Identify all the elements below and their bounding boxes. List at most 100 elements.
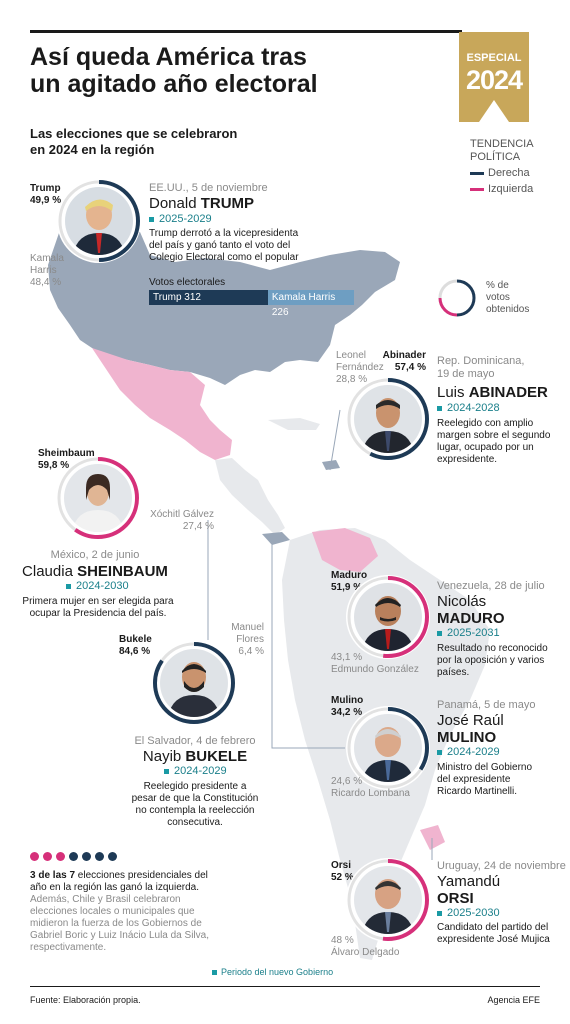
dominicana-period-text: 2024-2028: [447, 402, 500, 414]
usa-country-date: EE.UU., 5 de noviembre: [149, 182, 268, 194]
uruguay-map-shape: [420, 825, 445, 850]
salvador-rival-line-1: Manuel: [231, 622, 264, 633]
salvador-rival-label: Manuel Flores 6,4 %: [228, 622, 264, 658]
salvador-period-text: 2024-2029: [174, 765, 227, 777]
uruguay-first-name: Yamandú: [437, 873, 501, 890]
venezuela-rival-pct: 43,1 %: [331, 652, 363, 663]
panama-rival-label: 24,6 % Ricardo Lombana: [331, 776, 410, 800]
salvador-rival-line-2: Flores: [236, 634, 264, 645]
dominicana-rival-line-1: Leonel: [336, 350, 367, 361]
period-marker: [437, 911, 442, 916]
venezuela-period-text: 2025-2031: [447, 627, 500, 639]
venezuela-portrait-ring: [346, 575, 430, 659]
dominicana-rival-line-2: Fernández: [336, 362, 384, 373]
panama-desc-2: del expresidente: [437, 774, 511, 785]
uruguay-vote-ring: [347, 859, 429, 941]
dominicana-description: Reelegido con amplio margen sobre el seg…: [437, 418, 550, 466]
salvador-rival-pct: 6,4 %: [238, 646, 264, 657]
mexico-portrait-ring: [56, 456, 140, 540]
uruguay-desc-2: expresidente José Mujica: [437, 934, 550, 945]
dominicana-desc-2: margen sobre el segundo: [437, 430, 551, 441]
ring-key: [437, 278, 477, 323]
salvador-winner-pct: 84,6 %: [119, 646, 151, 657]
venezuela-rival-name: Edmundo González: [331, 664, 419, 675]
panama-vote-ring: [347, 707, 429, 789]
mexico-winner-name: Sheimbaum: [38, 448, 95, 459]
connector-dominicana: [329, 409, 341, 471]
usa-last-name: TRUMP: [200, 195, 255, 212]
caribbean-map-shape: [268, 418, 320, 430]
panama-winner-name: Mulino: [331, 695, 364, 706]
period-marker: [164, 769, 169, 774]
panama-last-name: MULINO: [437, 729, 497, 746]
mexico-country-date: México, 2 de junio: [50, 549, 140, 561]
salvador-desc-2: pesar de que la Constitución: [131, 793, 259, 804]
dominicana-winner-pct: 57,4 %: [394, 362, 426, 373]
summary-bold: 3 de las 7: [30, 870, 76, 881]
orsi-photo: [354, 866, 422, 934]
vote-ring-arc: [347, 378, 429, 460]
panama-winner-pct: 34,2 %: [331, 707, 363, 718]
salvador-winner-label: Bukele 84,6 %: [119, 634, 152, 658]
legend-title-2: POLÍTICA: [470, 151, 521, 163]
mexico-first-name: Claudia: [22, 563, 73, 580]
ring-key-icon: [438, 279, 476, 317]
salvador-desc-1: Reelegido presidente a: [143, 781, 247, 792]
panama-desc-1: Ministro del Gobierno: [437, 762, 533, 773]
vote-ring-arc: [347, 859, 429, 941]
salvador-portrait-ring: [152, 641, 236, 725]
mexico-description: Primera mujer en ser elegida para ocupar…: [10, 596, 186, 620]
uruguay-rival-label: 48 % Álvaro Delgado: [331, 935, 399, 959]
legend-item-right: Derecha: [470, 167, 534, 180]
uruguay-winner-label: Orsi 52 %: [331, 860, 354, 884]
source-text: Fuente: Elaboración propia.: [30, 995, 141, 1005]
dominicana-country-date: Rep. Dominicana, 19 de mayo: [437, 355, 524, 381]
usa-portrait-ring: [57, 179, 141, 263]
dominicana-last-name: ABINADER: [468, 384, 548, 401]
mexico-last-name: SHEINBAUM: [77, 563, 168, 580]
legend-swatch-left: [470, 188, 484, 191]
mexico-president-name: Claudia SHEINBAUM: [0, 563, 190, 580]
mexico-desc-2: ocupar la Presidencia del país.: [29, 608, 167, 619]
footnote-text: Periodo del nuevo Gobierno: [221, 967, 334, 977]
legend-title-1: TENDENCIA: [470, 138, 534, 150]
dominicana-country: Rep. Dominicana,: [437, 355, 525, 367]
summary-text-1: elecciones presidenciales del año en la …: [30, 870, 208, 893]
legend-swatch-right: [470, 172, 484, 175]
badge-notch: [479, 100, 509, 122]
venezuela-last-name: MADURO: [437, 610, 505, 627]
top-rule: [30, 30, 462, 33]
badge-year: 2024: [465, 65, 523, 95]
period-footnote: Periodo del nuevo Gobierno: [212, 967, 333, 977]
panama-desc-3: Ricardo Martinelli.: [437, 786, 518, 797]
summary-dot: [43, 852, 52, 861]
venezuela-winner-name: Maduro: [331, 570, 368, 581]
venezuela-period: 2025-2031: [437, 627, 500, 640]
mexico-vote-ring: [57, 457, 139, 539]
venezuela-vote-ring: [347, 576, 429, 658]
dominicana-president-name: Luis ABINADER: [437, 384, 548, 401]
usa-map-shape: [48, 230, 400, 385]
panama-country-date: Panamá, 5 de mayo: [437, 699, 536, 711]
salvador-desc-4: consecutiva.: [167, 817, 223, 828]
summary-dots: [30, 852, 121, 861]
title-line-2: un agitado año electoral: [30, 70, 318, 98]
uruguay-description: Candidato del partido del expresidente J…: [437, 922, 550, 946]
panama-portrait-ring: [346, 706, 430, 790]
electoral-votes-label: Votos electorales: [149, 277, 226, 288]
panama-rival-name: Ricardo Lombana: [331, 788, 410, 799]
summary-dot: [108, 852, 117, 861]
mexico-rival-label: Xóchitl Gálvez 27,4 %: [130, 509, 214, 533]
uruguay-winner-name: Orsi: [331, 860, 352, 871]
panama-map-shape: [262, 532, 290, 545]
page-title: Así queda América tras un agitado año el…: [30, 44, 350, 98]
title-line-1: Así queda América tras: [30, 43, 307, 71]
abinader-photo: [354, 385, 422, 453]
ring-key-label: % de votos obtenidos: [486, 280, 529, 316]
dominicana-desc-3: lugar, ocupado por un: [437, 442, 534, 453]
panama-rival-pct: 24,6 %: [331, 776, 363, 787]
dominicana-rival-label: Leonel Fernández 28,8 %: [336, 350, 384, 386]
vote-ring-arc: [347, 576, 429, 658]
subtitle-line-2: en 2024 en la región: [30, 142, 155, 157]
dominicana-period: 2024-2028: [437, 402, 500, 415]
